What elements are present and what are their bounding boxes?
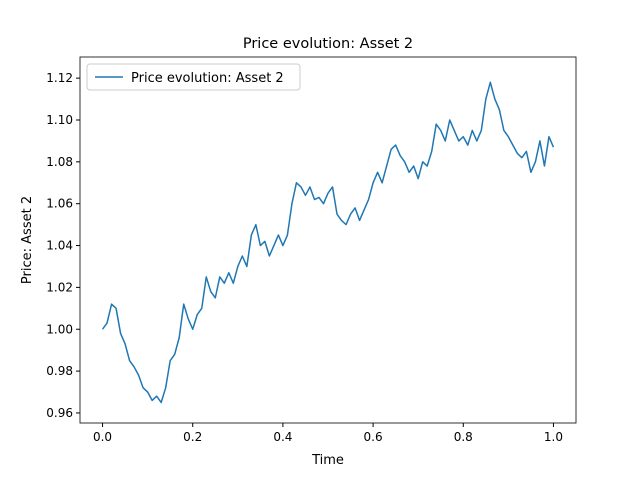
x-tick-label: 0.6	[364, 430, 383, 444]
y-tick-label: 1.04	[46, 239, 73, 253]
y-tick-label: 0.98	[46, 364, 73, 378]
line-series	[101, 81, 555, 404]
y-tick-label: 1.08	[46, 155, 73, 169]
y-tick-label: 1.12	[46, 71, 73, 85]
axes-frame	[79, 56, 577, 424]
x-tick-label: 0.0	[93, 430, 112, 444]
chart-title: Price evolution: Asset 2	[243, 36, 413, 52]
legend-label: Price evolution: Asset 2	[131, 71, 284, 86]
x-tick-label: 0.2	[183, 430, 202, 444]
y-tick-label: 0.96	[46, 406, 73, 420]
y-tick-label: 1.06	[46, 197, 73, 211]
x-axis-label: Time	[311, 453, 344, 468]
x-tick-label: 1.0	[544, 430, 563, 444]
x-tick-label: 0.4	[273, 430, 292, 444]
y-tick-label: 1.02	[46, 280, 73, 294]
y-axis-label: Price: Asset 2	[20, 196, 35, 284]
y-tick-label: 1.00	[46, 322, 73, 336]
x-tick-label: 0.8	[454, 430, 473, 444]
legend-box	[86, 63, 301, 91]
y-tick-label: 1.10	[46, 113, 73, 127]
